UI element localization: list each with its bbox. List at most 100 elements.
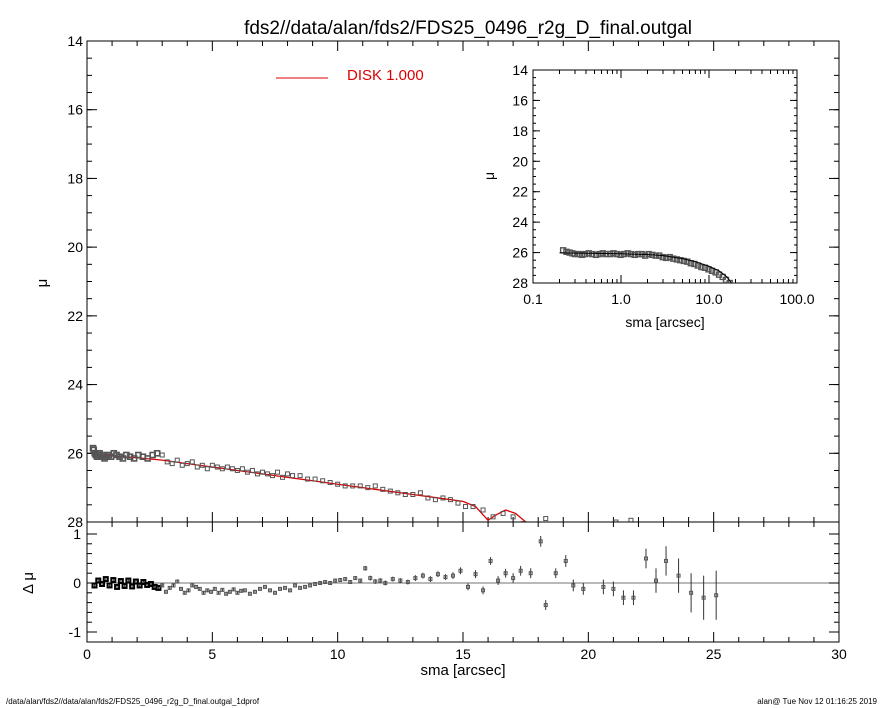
inset-x-axis-label: sma [arcsec] <box>625 314 704 330</box>
data-point <box>259 469 265 475</box>
residual-point <box>368 576 373 581</box>
legend: DISK 1.000 <box>276 67 424 84</box>
residual-point <box>121 582 128 589</box>
residual-point <box>420 573 425 578</box>
data-point <box>159 452 165 458</box>
residual-point <box>293 583 298 588</box>
residual-point <box>333 578 338 583</box>
inset-x-tick-label: 100.0 <box>779 291 814 307</box>
residual-point <box>99 580 106 587</box>
residual-point <box>102 576 109 583</box>
inset-model-curve <box>559 252 732 283</box>
residual-point <box>323 580 328 585</box>
residual-point <box>117 578 124 585</box>
residual-point <box>413 576 418 581</box>
residual-point <box>171 583 176 588</box>
residual-point <box>194 584 199 589</box>
inset-panel: 14 16 18 20 22 24 26 28 0.1 1.0 10.0 100.0 μ sma [… <box>481 62 815 330</box>
data-point <box>320 478 326 484</box>
inset-data-point <box>588 250 596 258</box>
data-point <box>189 459 195 465</box>
data-point <box>229 466 235 472</box>
data-point <box>584 530 588 534</box>
data-point <box>234 467 240 473</box>
inset-x-tick-label: 10.0 <box>695 291 722 307</box>
y-tick-label: 24 <box>67 377 83 393</box>
residual-point <box>110 577 117 584</box>
x-tick-label: 10 <box>330 646 346 662</box>
data-point <box>312 476 318 482</box>
data-point <box>480 507 486 513</box>
inset-y-tick-label: 14 <box>512 62 528 78</box>
residual-point <box>179 586 183 591</box>
inset-y-tick-label: 20 <box>512 153 528 169</box>
residual-point <box>201 590 206 595</box>
residual-point <box>664 558 669 563</box>
residual-point <box>563 558 568 563</box>
residual-point <box>466 584 471 589</box>
residual-point <box>125 577 132 584</box>
residual-point <box>231 587 236 592</box>
inset-axis-ticks <box>532 69 798 284</box>
residual-point <box>205 588 210 593</box>
x-tick-label: 5 <box>208 646 216 662</box>
y-tick-label: 1 <box>73 526 81 542</box>
residual-point <box>212 586 217 591</box>
inset-data-point <box>571 250 579 258</box>
data-point <box>144 455 151 462</box>
residual-point <box>450 573 455 578</box>
residual-point <box>338 578 343 583</box>
inset-data-point <box>581 250 589 258</box>
inset-data-point <box>603 250 610 258</box>
inset-data-point <box>708 267 716 275</box>
data-point <box>470 504 476 510</box>
data-point <box>425 495 431 501</box>
residual-point <box>262 584 267 589</box>
data-point <box>599 534 603 538</box>
residual-point <box>503 571 508 576</box>
data-point <box>249 467 255 473</box>
data-point <box>432 497 438 503</box>
residual-point <box>398 578 403 583</box>
data-point <box>571 529 575 533</box>
residual-point <box>611 586 616 591</box>
residual-point <box>654 578 659 583</box>
data-point <box>357 483 363 489</box>
data-point <box>387 488 393 494</box>
residual-point <box>353 576 358 581</box>
residual-point <box>378 578 383 583</box>
inset-data-point <box>729 282 737 283</box>
data-point <box>153 449 161 457</box>
inset-data-point <box>575 250 582 258</box>
residual-point <box>358 578 363 583</box>
inset-data-point <box>631 251 638 259</box>
data-point <box>490 514 496 520</box>
residual-point <box>328 581 333 585</box>
residual-point <box>318 581 323 585</box>
residual-point <box>528 571 533 576</box>
residual-point <box>95 577 102 584</box>
residual-point <box>383 581 388 585</box>
residual-point <box>343 577 348 582</box>
inset-y-tick-label: 26 <box>512 245 528 261</box>
residual-point <box>473 572 478 577</box>
data-point <box>305 476 311 482</box>
residual-point <box>132 578 139 585</box>
residual-axis-ticks <box>86 522 840 642</box>
residual-point <box>252 589 257 594</box>
residual-data-points <box>91 535 719 620</box>
inset-data-point <box>663 254 670 262</box>
residual-point <box>348 580 353 585</box>
x-tick-label: 20 <box>581 646 597 662</box>
data-point <box>327 479 333 485</box>
y-tick-label: 18 <box>67 170 83 186</box>
residual-point <box>114 583 121 590</box>
data-point <box>214 464 220 470</box>
inset-y-tick-label: 18 <box>512 123 528 139</box>
inset-x-tick-label: 0.1 <box>523 291 543 307</box>
inset-background <box>532 69 798 284</box>
data-point <box>194 464 200 470</box>
data-point <box>224 464 230 470</box>
data-point <box>290 473 296 479</box>
